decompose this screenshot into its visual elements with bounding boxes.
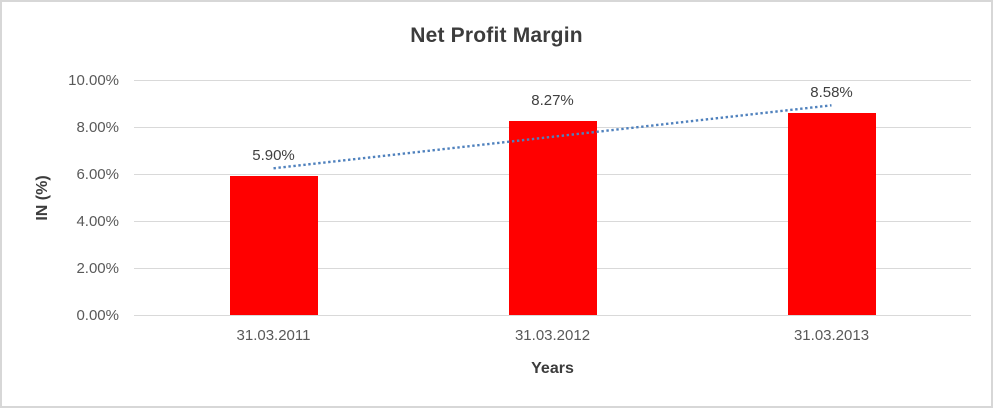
- bar-value-label: 8.58%: [810, 84, 853, 101]
- y-tick-label: 0.00%: [76, 307, 119, 324]
- y-tick-label: 6.00%: [76, 166, 119, 183]
- bar-value-label: 8.27%: [531, 92, 574, 109]
- y-tick-label: 10.00%: [68, 72, 119, 89]
- x-tick-label: 31.03.2013: [793, 327, 870, 344]
- x-axis-title: Years: [531, 360, 574, 377]
- bar-31.03.2012: [509, 121, 597, 315]
- bar-31.03.2013: [788, 113, 876, 315]
- y-tick-label: 2.00%: [76, 260, 119, 277]
- gridline: [134, 315, 971, 316]
- y-tick-label: 4.00%: [76, 213, 119, 230]
- x-tick-label: 31.03.2012: [514, 327, 591, 344]
- gridline: [134, 80, 971, 81]
- bar-value-label: 5.90%: [252, 147, 295, 164]
- plot-area: 5.90% 8.27% 8.58%: [134, 80, 971, 316]
- trendline-segment: [273, 104, 832, 170]
- bar-31.03.2011: [230, 176, 318, 315]
- chart-title: Net Profit Margin: [410, 24, 583, 47]
- x-tick-label: 31.03.2011: [236, 327, 311, 344]
- trendline: [273, 104, 832, 170]
- y-tick-label: 8.00%: [76, 119, 119, 136]
